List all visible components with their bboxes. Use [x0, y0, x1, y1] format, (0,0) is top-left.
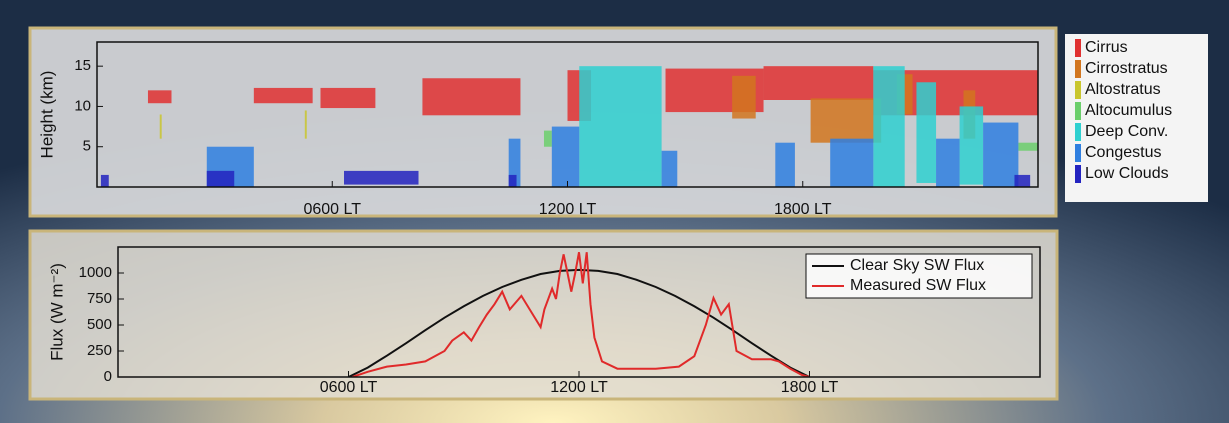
y-tick-label: 5 [83, 138, 91, 155]
cloud-region [552, 127, 579, 187]
legend-swatch [1075, 39, 1081, 57]
cloud-region [544, 131, 552, 147]
cloud-region [148, 90, 172, 103]
cloud-region [960, 106, 984, 184]
cloud-region [422, 78, 520, 115]
y-tick-label: 0 [104, 368, 112, 385]
cloud-region [579, 66, 661, 187]
cloud-region [305, 110, 307, 138]
legend-label: Low Clouds [1085, 165, 1169, 182]
cloud-region [764, 66, 874, 100]
y-axis-label: Height (km) [37, 71, 56, 159]
cloud-region [509, 175, 517, 187]
cloud-region [1018, 143, 1038, 151]
legend-label: Clear Sky SW Flux [850, 257, 984, 274]
legend-swatch [1075, 60, 1081, 78]
legend-label: Altostratus [1085, 81, 1161, 98]
y-tick-label: 15 [74, 57, 91, 74]
cloud-region [101, 175, 109, 187]
figure: 5 10 15 0600 LT 1200 LT 1800 LT Height (km) Cir… [0, 0, 1229, 423]
cloud-region [254, 88, 313, 103]
x-tick-label: 1200 LT [550, 379, 608, 396]
cloud-region [662, 151, 678, 187]
cloud-region [160, 115, 162, 139]
cloud-region [1014, 175, 1030, 187]
y-tick-label: 250 [87, 342, 112, 359]
cloud-region [732, 76, 756, 119]
x-tick-label: 0600 LT [320, 379, 378, 396]
x-tick-label: 0600 LT [303, 201, 361, 218]
legend-label: Altocumulus [1085, 102, 1172, 119]
legend-label: Measured SW Flux [850, 277, 986, 294]
x-tick-label: 1200 LT [539, 201, 597, 218]
legend-swatch [1075, 144, 1081, 162]
cloud-region [830, 139, 873, 187]
x-tick-label: 1800 LT [781, 379, 839, 396]
y-tick-label: 500 [87, 316, 112, 333]
legend-swatch [1075, 123, 1081, 141]
legend-label: Congestus [1085, 144, 1162, 161]
cloud-region [916, 82, 936, 183]
cloud-region [811, 98, 882, 142]
x-tick-label: 1800 LT [774, 201, 832, 218]
y-tick-label: 1000 [79, 264, 112, 281]
cloud-region [873, 66, 904, 187]
cloud-region [207, 171, 234, 187]
page: 5 10 15 0600 LT 1200 LT 1800 LT Height (km) Cir… [0, 0, 1229, 423]
legend-label: Cirrostratus [1085, 60, 1168, 77]
cloud-region [344, 171, 418, 185]
legend-swatch [1075, 102, 1081, 120]
legend-swatch [1075, 165, 1081, 183]
cloud-region [983, 123, 1018, 187]
cloud-region [936, 139, 960, 187]
y-tick-label: 10 [74, 97, 91, 114]
cloud-region [775, 143, 795, 187]
legend-label: Deep Conv. [1085, 123, 1168, 140]
cloud-region [320, 88, 375, 108]
y-axis-label: Flux (W m⁻²) [47, 263, 66, 361]
y-tick-label: 750 [87, 290, 112, 307]
legend-label: Cirrus [1085, 39, 1128, 56]
legend-swatch [1075, 81, 1081, 99]
